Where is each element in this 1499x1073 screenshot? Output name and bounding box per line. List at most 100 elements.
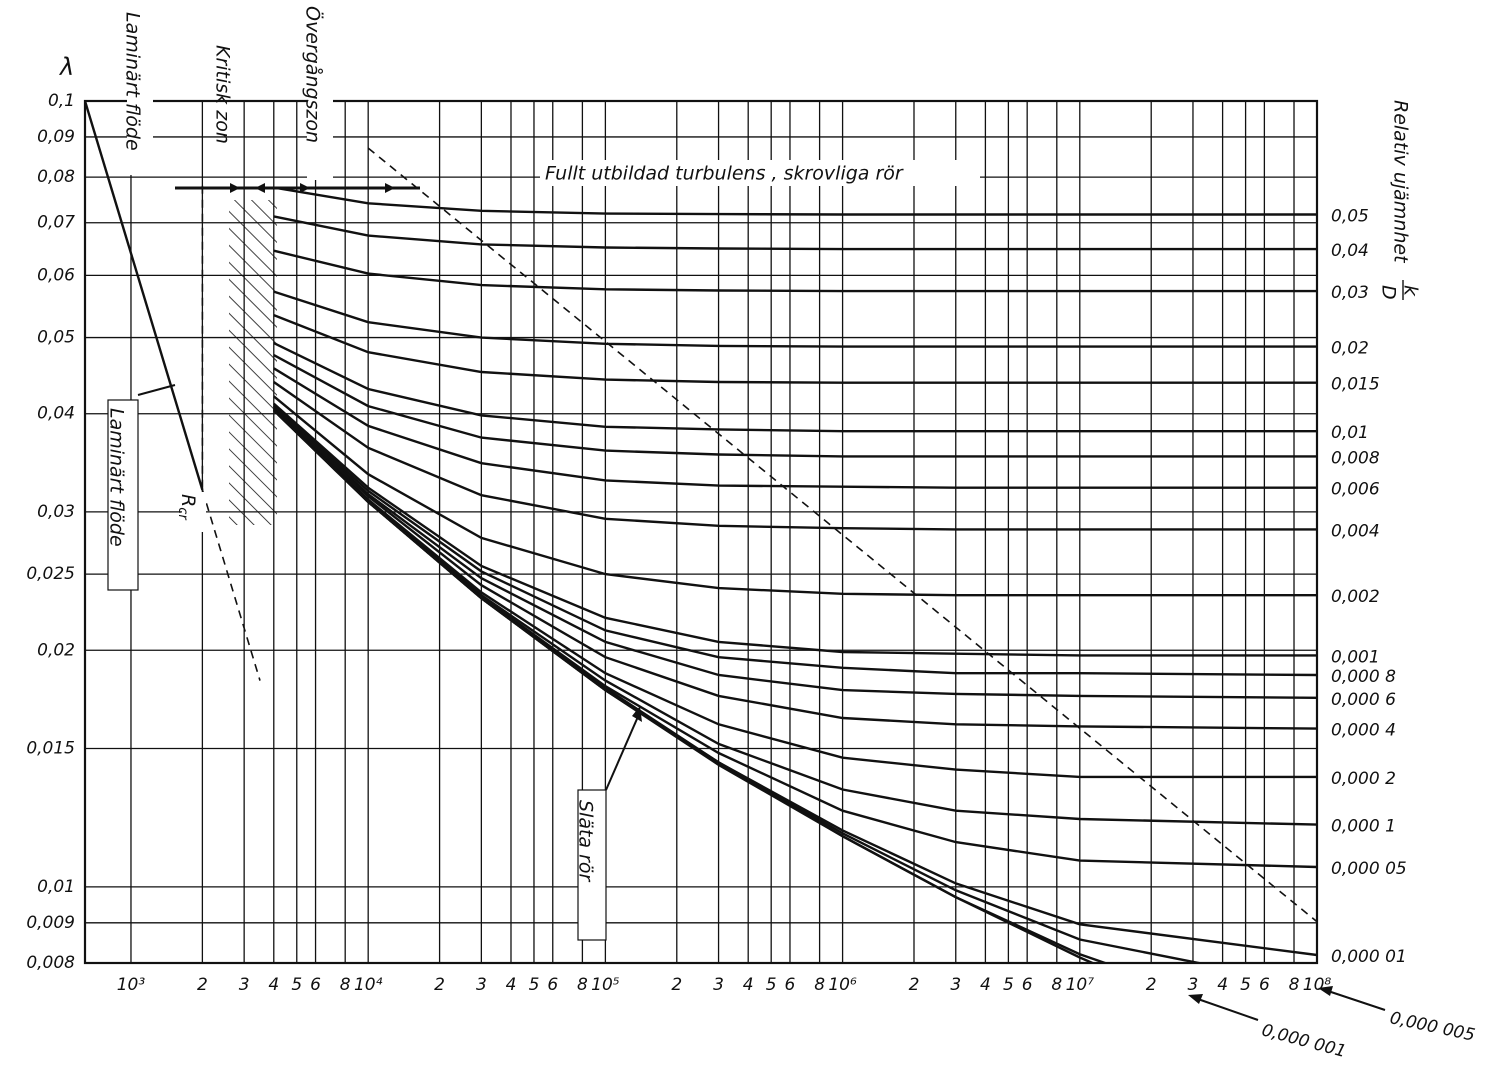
- roughness-label: 0,05: [1331, 207, 1369, 227]
- x-tick-label: 2: [671, 975, 682, 995]
- x-tick-label: 4: [268, 975, 279, 995]
- x-tick-label: 5: [1003, 975, 1014, 995]
- pointer: [605, 711, 641, 791]
- x-tick-label: 3: [476, 975, 487, 995]
- label-box: [127, 10, 153, 175]
- x-tick-label: 4: [980, 975, 991, 995]
- arrow-head: [300, 183, 310, 193]
- curve: [272, 404, 1317, 677]
- x-tick-label: 10⁴: [354, 975, 383, 995]
- laminar-box-label: Laminärt flöde: [106, 408, 128, 547]
- x-tick-label: 6: [310, 975, 321, 995]
- rough-zone-label: Fullt utbildad turbulens , skrovliga rör: [545, 163, 904, 185]
- x-tick-label: 5: [291, 975, 302, 995]
- arrow-head: [1188, 994, 1203, 1004]
- pointer: [1194, 997, 1259, 1021]
- y-tick-label: 0,07: [37, 213, 75, 233]
- curve: [85, 101, 204, 491]
- transition-label: Övergångszon: [302, 6, 325, 143]
- x-tick-label: 3: [713, 975, 724, 995]
- y-axis-label: λ: [58, 53, 74, 81]
- critical-label: Kritisk zon: [212, 45, 234, 144]
- x-tick-label: 6: [1259, 975, 1270, 995]
- x-tick-label: 10⁸: [1303, 975, 1332, 995]
- x-tick-label: 6: [785, 975, 796, 995]
- dashed-line: [201, 489, 261, 681]
- x-tick-label: 4: [743, 975, 754, 995]
- y-tick-label: 0,02: [37, 640, 75, 660]
- curve: [272, 409, 1317, 957]
- x-tick-label: 6: [1022, 975, 1033, 995]
- curve: [273, 354, 1317, 458]
- roughness-label: 0,000 05: [1331, 859, 1407, 879]
- x-tick-label: 10³: [117, 975, 146, 995]
- smooth-label: Släta rör: [575, 800, 597, 883]
- label-box: [307, 4, 333, 180]
- roughness-label: 0,000 6: [1331, 690, 1396, 710]
- curve: [272, 409, 1109, 963]
- roughness-label: 0,02: [1331, 339, 1369, 359]
- curve: [273, 249, 1317, 293]
- fraction-d: D: [1378, 285, 1400, 300]
- x-tick-label: 2: [197, 975, 208, 995]
- roughness-label: 0,015: [1331, 375, 1380, 395]
- roughness-label: 0,000 1: [1331, 817, 1396, 837]
- laminar-label: Laminärt flöde: [122, 12, 144, 151]
- x-tick-label: 2: [909, 975, 920, 995]
- roughness-label: 0,01: [1331, 423, 1369, 443]
- curve: [272, 405, 1317, 699]
- arrow-head: [1318, 986, 1333, 996]
- roughness-label: 0,002: [1331, 587, 1380, 607]
- arrow-head: [385, 183, 395, 193]
- x-tick-label: 10⁶: [828, 975, 857, 995]
- curve: [273, 186, 1317, 216]
- label-box: [107, 399, 139, 591]
- roughness-label: 0,001: [1331, 647, 1380, 667]
- rcr-label: Rcr: [176, 494, 200, 521]
- roughness-label: 0,03: [1331, 283, 1369, 303]
- roughness-label: 0,000 005: [1388, 1008, 1477, 1046]
- roughness-label: 0,000 001: [1259, 1020, 1348, 1062]
- x-tick-label: 3: [239, 975, 250, 995]
- x-tick-label: 8: [340, 975, 351, 995]
- right-axis-label: Relativ ujämnhet: [1390, 100, 1412, 264]
- y-tick-label: 0,05: [37, 328, 75, 348]
- fraction-k: k: [1400, 285, 1422, 297]
- curve: [273, 381, 1317, 531]
- roughness-label: 0,006: [1331, 480, 1380, 500]
- y-tick-label: 0,1: [48, 91, 75, 111]
- arrow-head: [255, 183, 265, 193]
- pointer: [137, 384, 176, 396]
- x-tick-label: 4: [1217, 975, 1228, 995]
- curves: [85, 101, 1317, 963]
- y-tick-label: 0,01: [37, 877, 75, 897]
- roughness-label: 0,004: [1331, 521, 1380, 541]
- roughness-label: 0,000 2: [1331, 769, 1396, 789]
- curve: [272, 407, 1317, 779]
- rcr-sub: cr: [176, 507, 191, 521]
- curve: [272, 406, 1317, 730]
- critical-zone-hatch: [229, 200, 277, 525]
- y-tick-label: 0,06: [37, 265, 75, 285]
- label-box: [182, 492, 206, 532]
- rcr-main: R: [178, 494, 200, 507]
- y-tick-label: 0,03: [37, 502, 75, 522]
- x-tick-label: 8: [577, 975, 588, 995]
- x-tick-label: 8: [1051, 975, 1062, 995]
- pointer: [1324, 989, 1386, 1011]
- label-box: [540, 160, 980, 186]
- y-tick-label: 0,015: [26, 738, 75, 758]
- roughness-label: 0,000 4: [1331, 721, 1396, 741]
- x-tick-label: 5: [529, 975, 540, 995]
- y-tick-label: 0,09: [37, 127, 75, 147]
- x-tick-label: 8: [814, 975, 825, 995]
- x-tick-label: 2: [1146, 975, 1157, 995]
- label-box: [577, 789, 607, 941]
- curve: [273, 290, 1317, 348]
- curve: [273, 313, 1317, 384]
- x-tick-label: 6: [547, 975, 558, 995]
- arrow-head: [230, 183, 240, 193]
- x-tick-label: 2: [434, 975, 445, 995]
- x-tick-label: 3: [950, 975, 961, 995]
